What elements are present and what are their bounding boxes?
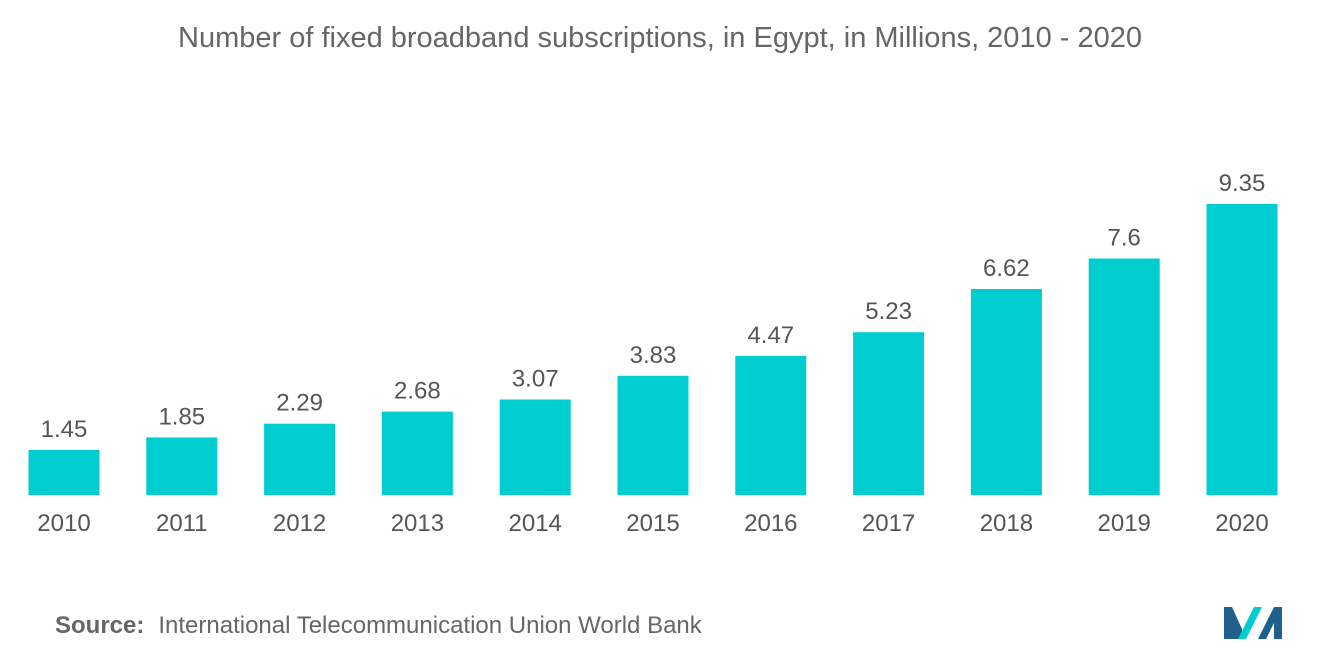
logo-mid-stroke	[1238, 607, 1262, 639]
source-text: International Telecommunication Union Wo…	[158, 612, 702, 639]
value-label-2011: 1.85	[158, 403, 205, 430]
value-label-2010: 1.45	[41, 416, 88, 443]
x-tick-label-2010: 2010	[37, 510, 90, 537]
x-tick-label-2013: 2013	[391, 510, 444, 537]
source-line: Source: International Telecommunication U…	[55, 612, 702, 640]
mordor-logo-icon	[1224, 607, 1282, 639]
value-label-2016: 4.47	[747, 322, 794, 349]
x-tick-label-2017: 2017	[862, 510, 915, 537]
x-tick-label-2016: 2016	[744, 510, 797, 537]
bar-2015	[617, 375, 689, 495]
value-label-2013: 2.68	[394, 378, 441, 405]
bar-2013	[381, 411, 453, 495]
bar-2010	[28, 449, 100, 495]
value-label-2015: 3.83	[630, 342, 677, 369]
x-tick-label-2018: 2018	[980, 510, 1033, 537]
value-labels-layer: 1.45 1.85 2.29 2.68 3.07 3.83 4.47 5.23 6.62 7.6 9…	[41, 170, 1266, 443]
value-label-2012: 2.29	[276, 390, 323, 417]
chart-title: Number of fixed broadband subscriptions,…	[178, 22, 1142, 54]
value-label-2020: 9.35	[1219, 170, 1266, 197]
bar-2011	[146, 437, 218, 495]
x-tick-label-2012: 2012	[273, 510, 326, 537]
x-tick-labels-layer: 2010 2011 2012 2013 2014 2015 2016 2017 2018 2019…	[37, 510, 1268, 537]
logo-left-stroke	[1224, 607, 1242, 639]
bar-2020	[1206, 204, 1278, 495]
value-label-2018: 6.62	[983, 255, 1030, 282]
bar-2019	[1088, 258, 1160, 495]
bar-2017	[853, 332, 925, 495]
bar-2012	[264, 423, 336, 495]
x-tick-label-2011: 2011	[156, 510, 208, 537]
value-label-2014: 3.07	[512, 366, 559, 393]
value-label-2019: 7.6	[1108, 225, 1141, 252]
bar-2018	[970, 289, 1042, 495]
x-tick-label-2014: 2014	[509, 510, 562, 537]
x-tick-label-2019: 2019	[1098, 510, 1151, 537]
bars-layer	[28, 204, 1278, 495]
bar-2016	[735, 355, 807, 495]
source-label: Source:	[55, 612, 145, 639]
value-label-2017: 5.23	[865, 298, 912, 325]
logo-right-stroke	[1258, 607, 1282, 639]
bar-2014	[499, 399, 571, 495]
x-tick-label-2020: 2020	[1215, 510, 1268, 537]
x-tick-label-2015: 2015	[626, 510, 679, 537]
